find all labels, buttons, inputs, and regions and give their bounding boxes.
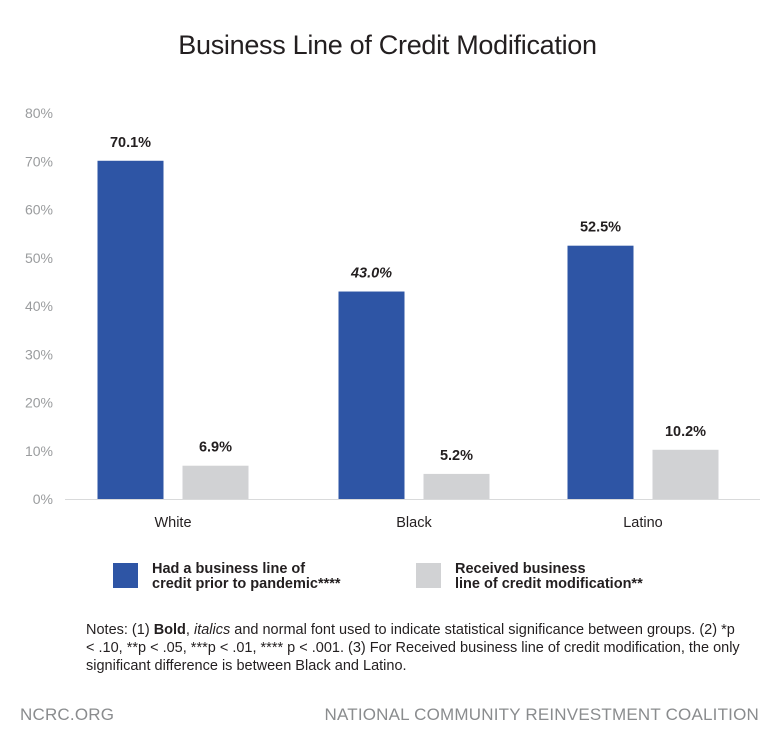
bar-white-series2 (182, 465, 249, 499)
x-category-label: White (154, 515, 191, 531)
bar-latino-series2 (652, 449, 719, 499)
legend-label-prior-credit-line1: Had a business line of (152, 561, 306, 577)
notes-separator: , (185, 622, 194, 638)
data-label-latino-series2: 10.2% (665, 424, 706, 440)
bar-latino-series1 (567, 245, 634, 499)
legend-label-modification-line2: line of credit modification** (455, 576, 643, 592)
y-tick-label: 60% (25, 202, 53, 218)
bar-black-series1 (338, 291, 405, 499)
footer-organization: NATIONAL COMMUNITY REINVESTMENT COALITIO… (324, 705, 759, 724)
y-tick-label: 30% (25, 346, 53, 362)
footer-website: NCRC.ORG (20, 705, 115, 724)
data-label-white-series2: 6.9% (199, 440, 232, 456)
legend-item-prior-credit: Had a business line of credit prior to p… (113, 562, 382, 592)
legend-label-modification-line1: Received business (455, 561, 586, 577)
x-category-label: Black (396, 515, 432, 531)
notes-prefix: Notes: (1) (86, 622, 154, 638)
data-label-white-series1: 70.1% (110, 135, 151, 151)
legend-label-modification: Received business line of credit modific… (455, 562, 685, 592)
y-tick-label: 50% (25, 250, 53, 266)
y-tick-label: 0% (33, 491, 53, 507)
notes-bold-word: Bold (153, 622, 186, 638)
data-label-latino-series1: 52.5% (580, 220, 621, 236)
y-tick-label: 40% (25, 298, 53, 314)
chart-title: Business Line of Credit Modification (178, 30, 597, 60)
y-tick-label: 80% (25, 105, 53, 121)
bar-black-series2 (423, 473, 490, 499)
notes-body: and normal font used to indicate statist… (86, 622, 740, 674)
y-tick-label: 70% (25, 153, 53, 169)
legend-swatch-blue (113, 563, 138, 588)
x-category-label: Latino (623, 515, 663, 531)
data-label-black-series1: 43.0% (350, 266, 392, 282)
legend-label-prior-credit-line2: credit prior to pandemic**** (152, 576, 341, 592)
legend-item-modification: Received business line of credit modific… (416, 562, 685, 592)
bar-white-series1 (97, 160, 164, 499)
chart-notes: Notes: (1) Bold, italics and normal font… (86, 621, 746, 675)
bar-chart: 0% 10% 20% 30% 40% 50% 60% 70% 80% 70.1% 6.9% White… (25, 105, 760, 531)
y-tick-label: 10% (25, 443, 53, 459)
legend-swatch-gray (416, 563, 441, 588)
y-tick-label: 20% (25, 395, 53, 411)
notes-italic-word: italics (193, 622, 231, 638)
data-label-black-series2: 5.2% (440, 448, 473, 464)
legend-label-prior-credit: Had a business line of credit prior to p… (152, 562, 382, 592)
